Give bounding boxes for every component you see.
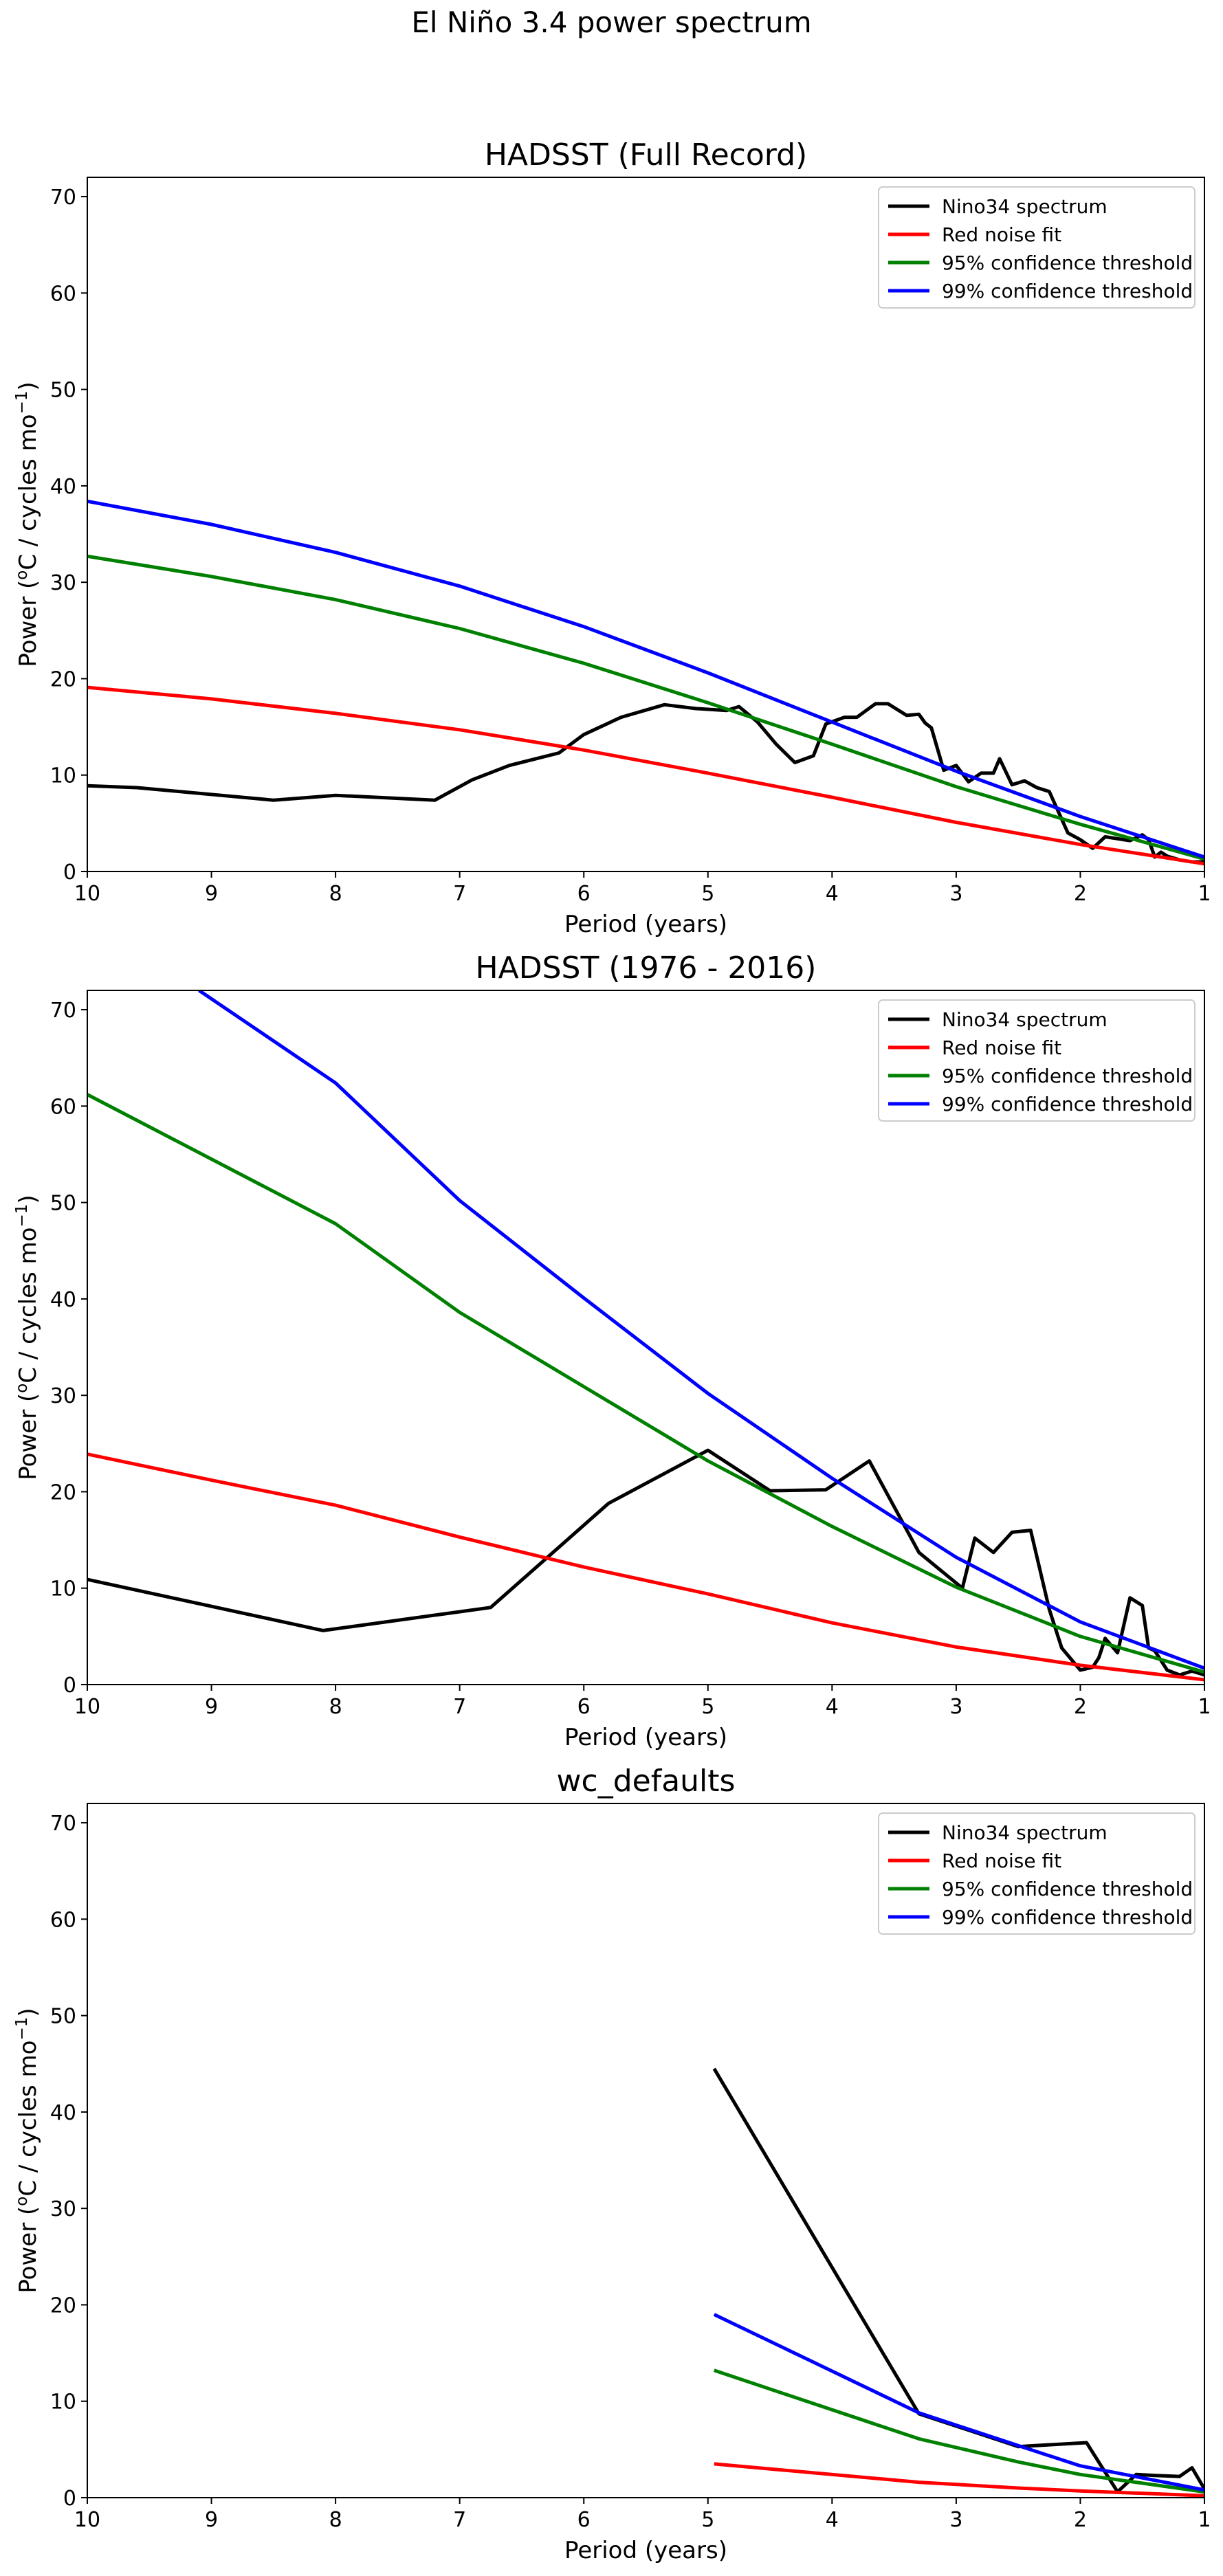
x-tick-label: 3 bbox=[949, 882, 962, 906]
plot-frame bbox=[87, 177, 1205, 872]
legend-box bbox=[878, 1812, 1196, 1935]
series-line-nino34-spectrum bbox=[712, 2067, 1204, 2494]
series-line-95-confidence-threshold bbox=[87, 554, 1204, 861]
series-line-red-noise-fit bbox=[87, 685, 1204, 866]
y-tick-label: 30 bbox=[50, 2197, 76, 2221]
series-line-99-confidence-threshold bbox=[87, 499, 1204, 859]
x-tick-label: 1 bbox=[1198, 2508, 1211, 2532]
x-tick-label: 4 bbox=[826, 1695, 839, 1719]
plot-frame bbox=[87, 1803, 1205, 2498]
y-axis-label: Power (oC / cycles mo−1) bbox=[13, 2008, 42, 2293]
figure-title: El Niño 3.4 power spectrum bbox=[411, 5, 812, 39]
y-axis-label: Power (oC / cycles mo−1) bbox=[13, 381, 42, 667]
series-line-95-confidence-threshold bbox=[87, 1093, 1204, 1674]
x-tick-label: 7 bbox=[453, 2508, 466, 2532]
legend-label: 99% confidence threshold bbox=[942, 1906, 1193, 1929]
series-line-99-confidence-threshold bbox=[713, 2313, 1204, 2492]
x-tick-label: 5 bbox=[701, 2508, 714, 2532]
series-line-red-noise-fit bbox=[714, 2462, 1204, 2498]
series-line-99-confidence-threshold bbox=[198, 990, 1204, 1670]
x-tick-label: 2 bbox=[1074, 882, 1087, 906]
x-tick-label: 6 bbox=[577, 882, 591, 906]
legend-label: 95% confidence threshold bbox=[942, 1878, 1193, 1900]
y-tick-label: 10 bbox=[50, 2390, 76, 2414]
legend-label: 95% confidence threshold bbox=[942, 252, 1193, 274]
x-tick-label: 8 bbox=[329, 1695, 342, 1719]
legend-label: Nino34 spectrum bbox=[942, 1008, 1108, 1031]
y-axis-label: Power (oC / cycles mo−1) bbox=[13, 1195, 42, 1480]
x-tick-label: 3 bbox=[949, 1695, 962, 1719]
y-tick-label: 50 bbox=[50, 2005, 76, 2029]
y-tick-label: 40 bbox=[50, 475, 76, 499]
y-tick-label: 0 bbox=[63, 2487, 76, 2511]
x-tick-label: 6 bbox=[577, 2508, 591, 2532]
chart-panel-2: HADSST (1976 - 2016)10 9 8 7 6 5 4 3 2 1010203040… bbox=[13, 951, 1211, 1751]
x-tick-label: 4 bbox=[826, 2508, 839, 2532]
y-tick-label: 40 bbox=[50, 2101, 76, 2125]
y-tick-label: 0 bbox=[63, 860, 76, 885]
x-tick-label: 10 bbox=[74, 2508, 100, 2532]
y-tick-label: 50 bbox=[50, 379, 76, 403]
legend-label: Nino34 spectrum bbox=[942, 1821, 1108, 1844]
panel-title: HADSST (1976 - 2016) bbox=[476, 951, 817, 986]
x-tick-label: 1 bbox=[1198, 1695, 1211, 1719]
y-tick-label: 20 bbox=[50, 667, 76, 691]
x-tick-label: 4 bbox=[826, 882, 839, 906]
y-tick-label: 60 bbox=[50, 1095, 76, 1119]
legend-label: 95% confidence threshold bbox=[942, 1065, 1193, 1087]
x-tick-label: 9 bbox=[205, 1695, 218, 1719]
y-tick-label: 70 bbox=[50, 1812, 76, 1836]
y-tick-label: 0 bbox=[63, 1674, 76, 1698]
y-tick-label: 20 bbox=[50, 2294, 76, 2318]
x-tick-label: 8 bbox=[329, 2508, 342, 2532]
y-tick-label: 70 bbox=[50, 186, 76, 210]
y-tick-label: 40 bbox=[50, 1288, 76, 1312]
y-tick-label: 20 bbox=[50, 1480, 76, 1504]
plot-frame bbox=[87, 990, 1205, 1685]
series-line-nino34-spectrum bbox=[87, 1448, 1204, 1677]
x-tick-label: 9 bbox=[205, 882, 218, 906]
x-axis-label: Period (years) bbox=[564, 911, 727, 938]
legend-label: Nino34 spectrum bbox=[942, 195, 1108, 218]
y-tick-label: 50 bbox=[50, 1192, 76, 1216]
x-tick-label: 9 bbox=[205, 2508, 218, 2532]
y-tick-label: 60 bbox=[50, 1908, 76, 1932]
series-line-95-confidence-threshold bbox=[714, 2368, 1204, 2494]
y-tick-label: 30 bbox=[50, 571, 76, 595]
y-tick-label: 10 bbox=[50, 1577, 76, 1601]
x-axis-label: Period (years) bbox=[564, 2537, 727, 2564]
panel-title: wc_defaults bbox=[557, 1764, 736, 1799]
legend-label: 99% confidence threshold bbox=[942, 280, 1193, 302]
x-tick-label: 2 bbox=[1074, 2508, 1087, 2532]
legend-label: 99% confidence threshold bbox=[942, 1093, 1193, 1115]
x-tick-label: 7 bbox=[453, 882, 466, 906]
x-tick-label: 5 bbox=[701, 1695, 714, 1719]
legend-box bbox=[878, 186, 1196, 309]
x-tick-label: 10 bbox=[74, 882, 100, 906]
x-axis-label: Period (years) bbox=[564, 1724, 727, 1751]
y-tick-label: 10 bbox=[50, 764, 76, 788]
x-tick-label: 10 bbox=[74, 1695, 100, 1719]
x-tick-label: 7 bbox=[453, 1695, 466, 1719]
x-tick-label: 2 bbox=[1074, 1695, 1087, 1719]
x-tick-label: 8 bbox=[329, 882, 342, 906]
x-tick-label: 5 bbox=[701, 882, 714, 906]
series-line-red-noise-fit bbox=[87, 1452, 1204, 1682]
y-tick-label: 70 bbox=[50, 999, 76, 1023]
legend-box bbox=[878, 999, 1196, 1122]
x-tick-label: 1 bbox=[1198, 882, 1211, 906]
chart-panel-1: HADSST (Full Record)10 9 8 7 6 5 4 3 2 1010203040… bbox=[13, 137, 1211, 938]
y-tick-label: 60 bbox=[50, 282, 76, 306]
legend-label: Red noise fit bbox=[942, 223, 1061, 246]
panel-title: HADSST (Full Record) bbox=[485, 137, 807, 173]
x-tick-label: 6 bbox=[577, 1695, 591, 1719]
series-line-nino34-spectrum bbox=[87, 702, 1204, 864]
legend-label: Red noise fit bbox=[942, 1036, 1061, 1059]
x-tick-label: 3 bbox=[949, 2508, 962, 2532]
legend-label: Red noise fit bbox=[942, 1850, 1061, 1872]
y-tick-label: 30 bbox=[50, 1384, 76, 1408]
